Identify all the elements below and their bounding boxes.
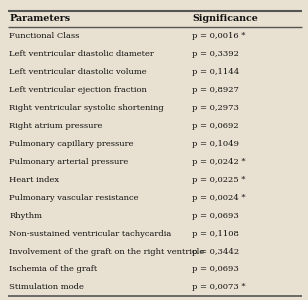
Text: p = 0,3392: p = 0,3392 — [192, 50, 239, 58]
Text: p = 0,1108: p = 0,1108 — [192, 230, 239, 238]
Text: p = 0,0693: p = 0,0693 — [192, 212, 239, 220]
Text: p = 0,8927: p = 0,8927 — [192, 86, 239, 94]
Text: p = 0,2973: p = 0,2973 — [192, 104, 239, 112]
Text: p = 0,0225 *: p = 0,0225 * — [192, 176, 246, 184]
Text: Right ventricular systolic shortening: Right ventricular systolic shortening — [9, 104, 164, 112]
Text: p = 0,0073 *: p = 0,0073 * — [192, 284, 246, 291]
Text: Parameters: Parameters — [9, 14, 70, 23]
Text: Right atrium pressure: Right atrium pressure — [9, 122, 103, 130]
Text: Heart index: Heart index — [9, 176, 59, 184]
Text: p = 0,3442: p = 0,3442 — [192, 248, 240, 256]
Text: Functional Class: Functional Class — [9, 32, 79, 40]
Text: p = 0,1144: p = 0,1144 — [192, 68, 240, 76]
Text: p = 0,1049: p = 0,1049 — [192, 140, 240, 148]
Text: p = 0,0016 *: p = 0,0016 * — [192, 32, 246, 40]
Text: Left ventricular diastolic diameter: Left ventricular diastolic diameter — [9, 50, 154, 58]
Text: Stimulation mode: Stimulation mode — [9, 284, 84, 291]
Text: p = 0,0693: p = 0,0693 — [192, 266, 239, 274]
Text: Significance: Significance — [192, 14, 258, 23]
Text: Non-sustained ventricular tachycardia: Non-sustained ventricular tachycardia — [9, 230, 172, 238]
Text: p = 0,0024 *: p = 0,0024 * — [192, 194, 246, 202]
Text: Rhythm: Rhythm — [9, 212, 42, 220]
Text: p = 0,0692: p = 0,0692 — [192, 122, 239, 130]
Text: Involvement of the graft on the right ventricle: Involvement of the graft on the right ve… — [9, 248, 205, 256]
Text: p = 0,0242 *: p = 0,0242 * — [192, 158, 246, 166]
Text: Pulmonary capillary pressure: Pulmonary capillary pressure — [9, 140, 134, 148]
Text: Left ventricular diastolic volume: Left ventricular diastolic volume — [9, 68, 147, 76]
Text: Ischemia of the graft: Ischemia of the graft — [9, 266, 98, 274]
Text: Pulmonary vascular resistance: Pulmonary vascular resistance — [9, 194, 139, 202]
Text: Left ventricular ejection fraction: Left ventricular ejection fraction — [9, 86, 147, 94]
Text: Pulmonary arterial pressure: Pulmonary arterial pressure — [9, 158, 128, 166]
